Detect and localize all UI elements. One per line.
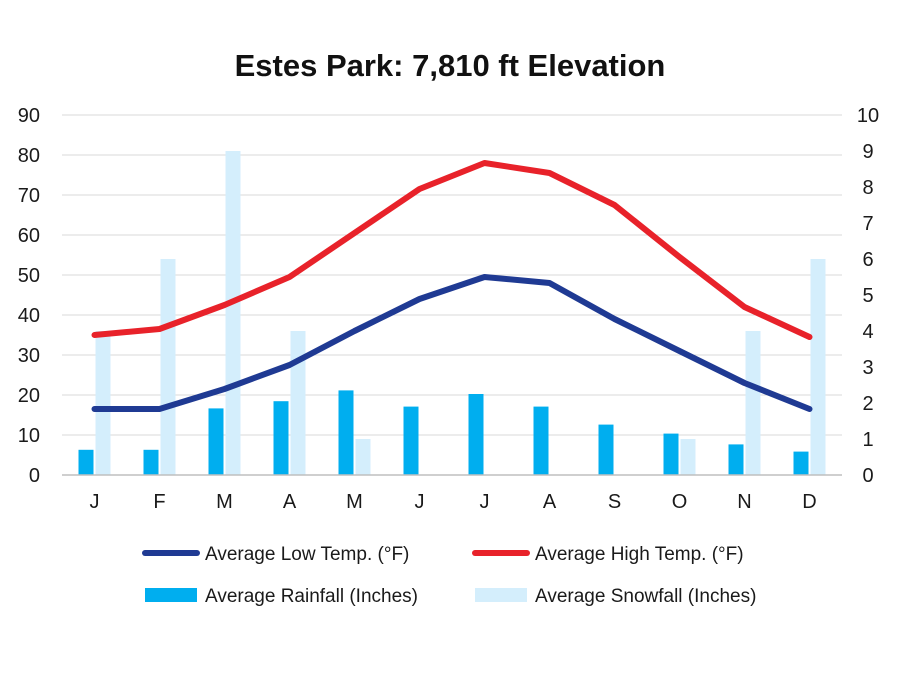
x-tick-label: J bbox=[480, 491, 490, 513]
rainfall-bar bbox=[533, 406, 549, 475]
right-tick-label: 7 bbox=[862, 213, 873, 235]
axes: 0 10 20 30 40 50 60 70 80 90 0 1 2 3 4 5 6 7 8 9 10 J F M A M J J A S… bbox=[18, 105, 879, 513]
left-tick-label: 30 bbox=[18, 345, 40, 367]
legend-snowfall-swatch bbox=[475, 588, 527, 602]
x-tick-label: M bbox=[216, 491, 233, 513]
legend-high-temp-label: Average High Temp. (°F) bbox=[535, 544, 744, 565]
right-tick-label: 2 bbox=[862, 393, 873, 415]
x-tick-label: S bbox=[608, 491, 621, 513]
x-tick-label: D bbox=[802, 491, 816, 513]
snowfall-bar bbox=[225, 151, 241, 475]
right-tick-label: 1 bbox=[862, 429, 873, 451]
left-tick-label: 90 bbox=[18, 105, 40, 127]
snowfall-bar bbox=[680, 439, 696, 475]
left-tick-label: 40 bbox=[18, 305, 40, 327]
right-tick-label: 9 bbox=[862, 141, 873, 163]
x-tick-label: F bbox=[153, 491, 165, 513]
rainfall-bar bbox=[403, 406, 419, 475]
x-tick-label: J bbox=[90, 491, 100, 513]
legend: Average Low Temp. (°F) Average High Temp.… bbox=[142, 544, 756, 607]
rainfall-bar bbox=[78, 449, 94, 475]
rainfall-bar bbox=[728, 444, 744, 475]
legend-snowfall-label: Average Snowfall (Inches) bbox=[535, 586, 756, 607]
snowfall-bar bbox=[160, 259, 176, 475]
snowfall-bar bbox=[290, 331, 306, 475]
right-tick-label: 8 bbox=[862, 177, 873, 199]
x-tick-label: A bbox=[543, 491, 557, 513]
left-tick-label: 50 bbox=[18, 265, 40, 287]
rainfall-bar bbox=[208, 408, 224, 475]
rainfall-bar bbox=[663, 433, 679, 475]
x-tick-label: J bbox=[415, 491, 425, 513]
left-tick-label: 70 bbox=[18, 185, 40, 207]
legend-low-temp-label: Average Low Temp. (°F) bbox=[205, 544, 409, 565]
legend-rainfall-swatch bbox=[145, 588, 197, 602]
lines bbox=[91, 160, 813, 412]
snowfall-bar bbox=[810, 259, 826, 475]
x-tick-label: M bbox=[346, 491, 363, 513]
legend-rainfall-label: Average Rainfall (Inches) bbox=[205, 586, 418, 607]
right-tick-label: 3 bbox=[862, 357, 873, 379]
right-tick-label: 4 bbox=[862, 321, 873, 343]
gridlines bbox=[62, 114, 842, 476]
snowfall-bar bbox=[355, 439, 371, 475]
rainfall-bar bbox=[338, 390, 354, 475]
x-tick-label: N bbox=[737, 491, 751, 513]
x-tick-label: A bbox=[283, 491, 297, 513]
low-temp-line bbox=[91, 274, 813, 412]
right-tick-label: 0 bbox=[862, 465, 873, 487]
left-tick-label: 60 bbox=[18, 225, 40, 247]
left-tick-label: 20 bbox=[18, 385, 40, 407]
rainfall-bar bbox=[468, 394, 484, 475]
x-tick-label: O bbox=[672, 491, 688, 513]
right-tick-label: 6 bbox=[862, 249, 873, 271]
snowfall-bar bbox=[745, 331, 761, 475]
rainfall-bar bbox=[273, 401, 289, 475]
left-tick-label: 80 bbox=[18, 145, 40, 167]
right-tick-label: 5 bbox=[862, 285, 873, 307]
high-temp-line bbox=[91, 160, 813, 340]
bars bbox=[78, 151, 826, 475]
rainfall-bar bbox=[143, 449, 159, 475]
rainfall-bar bbox=[598, 424, 614, 475]
chart-title: Estes Park: 7,810 ft Elevation bbox=[235, 48, 666, 83]
rainfall-bar bbox=[793, 451, 809, 475]
right-tick-label: 10 bbox=[857, 105, 879, 127]
left-tick-label: 10 bbox=[18, 425, 40, 447]
snowfall-bar bbox=[95, 331, 111, 475]
left-tick-label: 0 bbox=[29, 465, 40, 487]
